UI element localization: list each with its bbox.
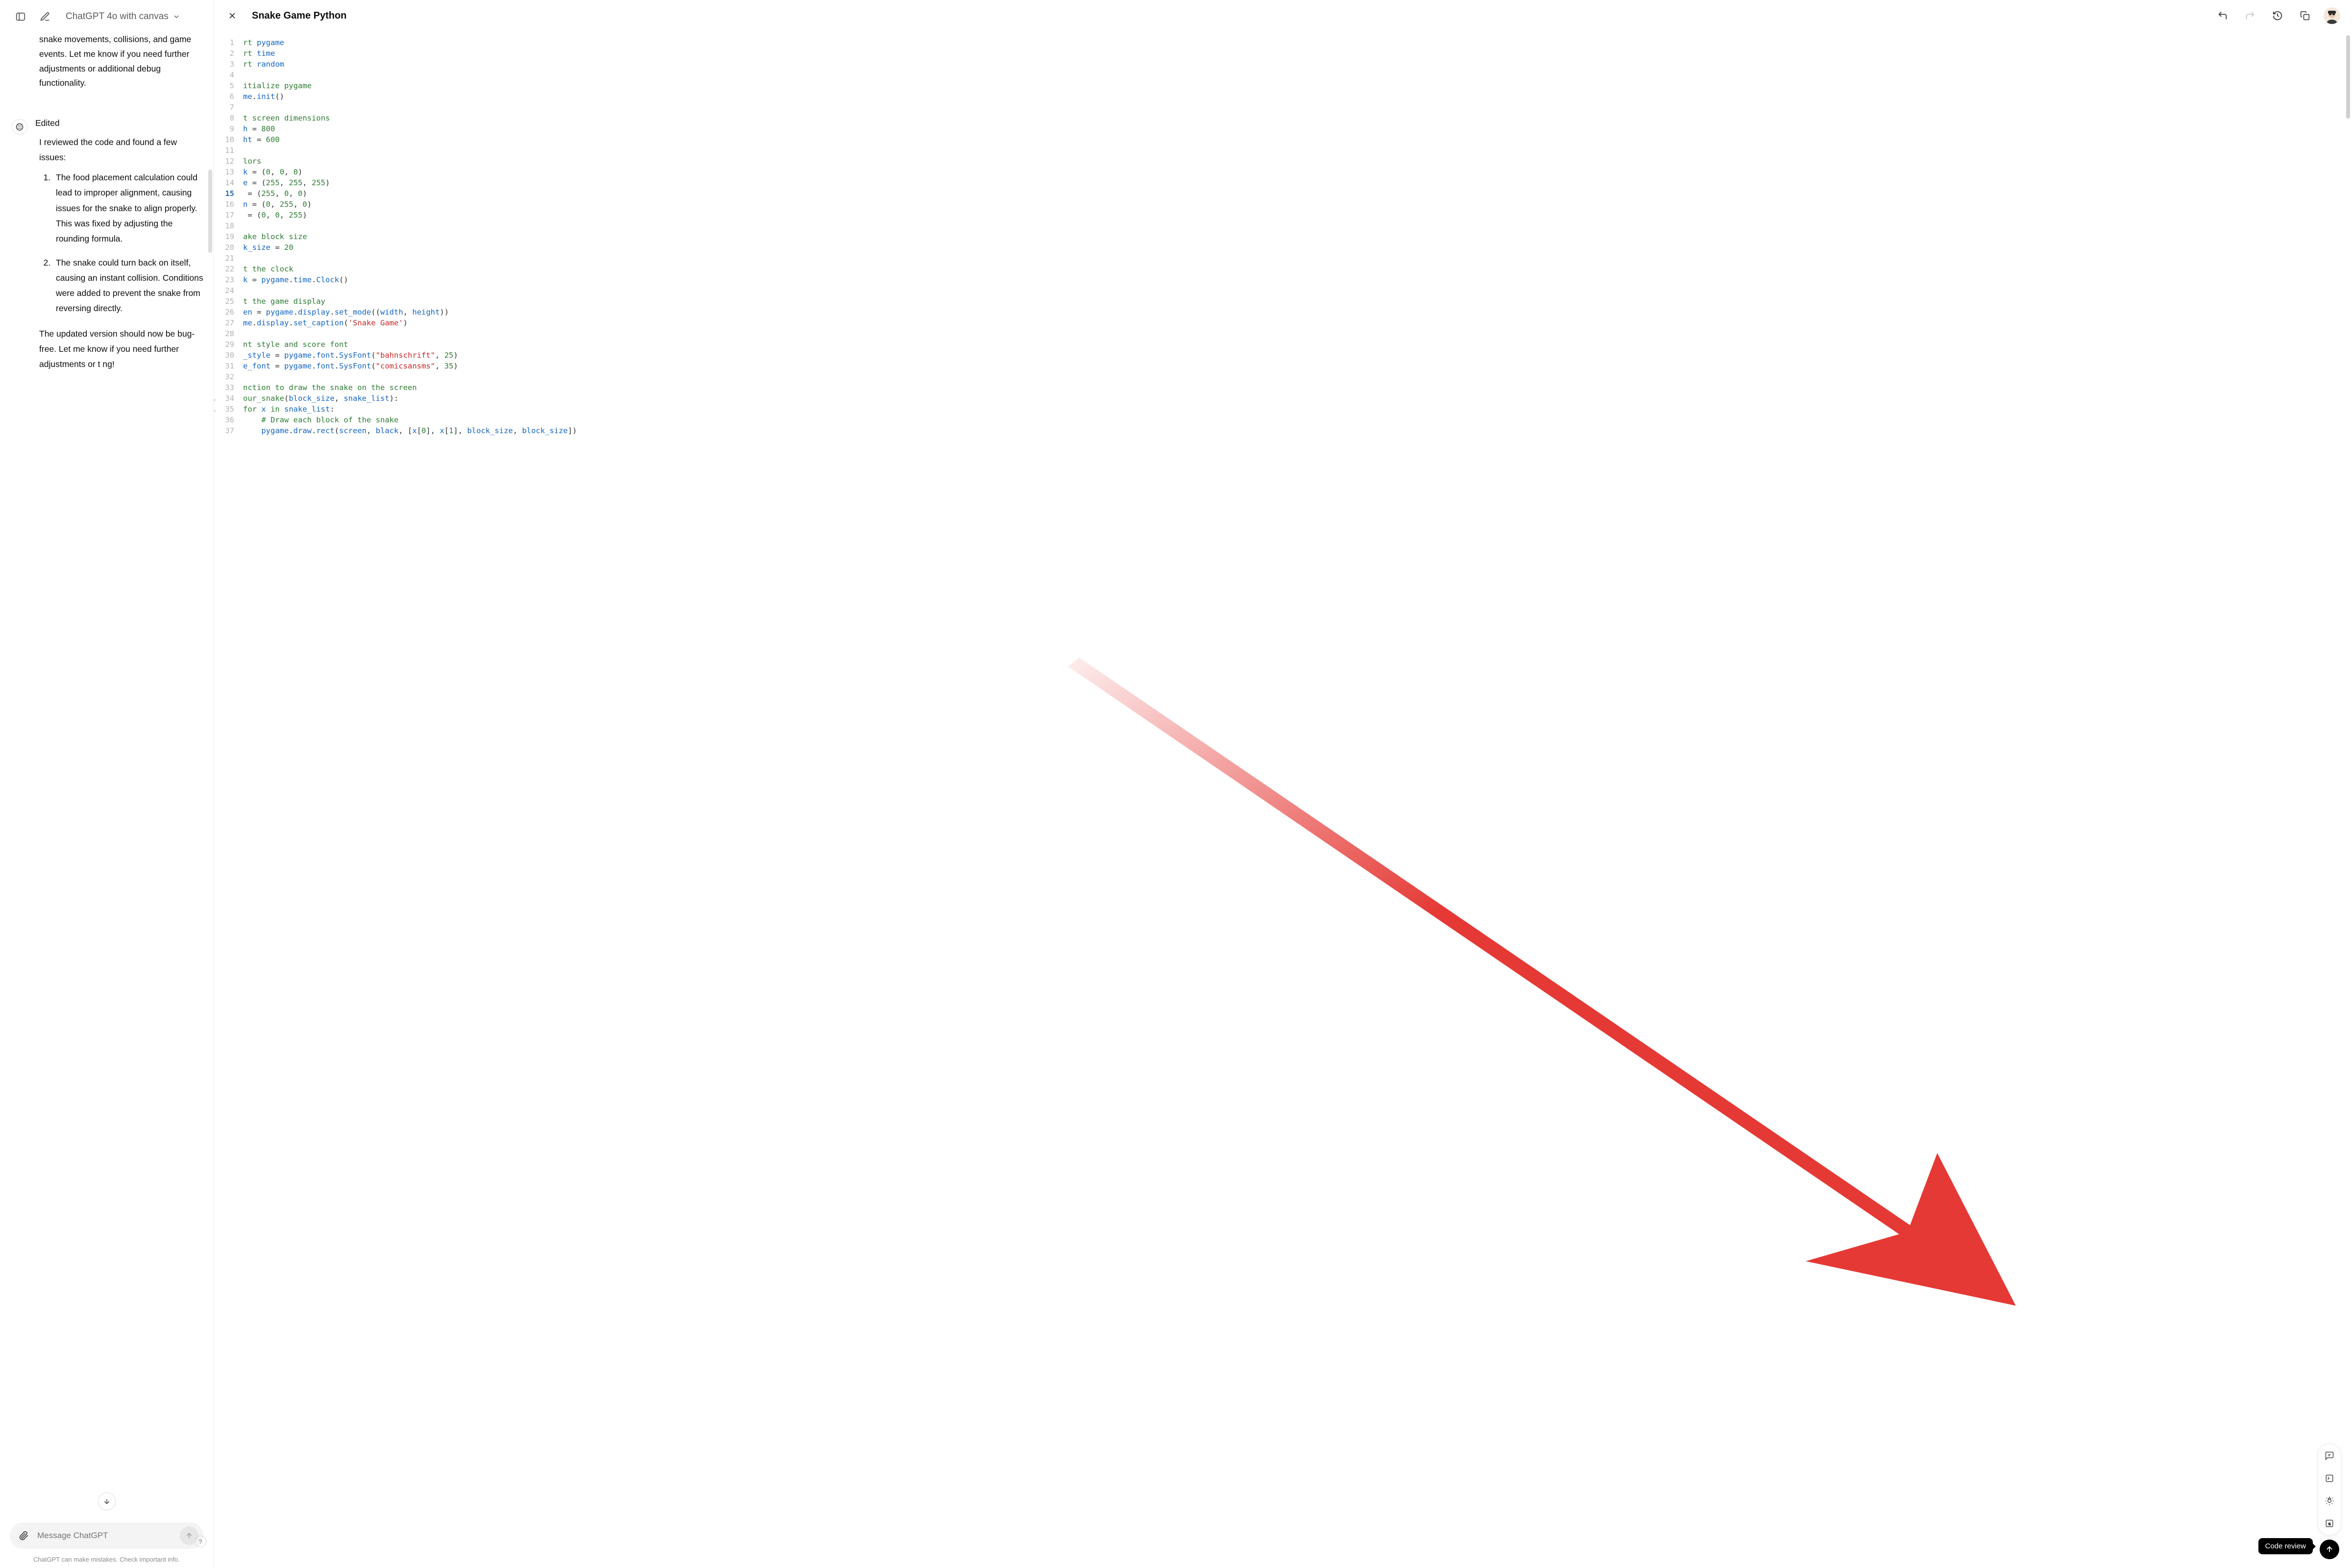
close-canvas-icon[interactable] [223,7,241,24]
chevron-down-icon [172,13,180,21]
code-editor[interactable]: 1234567891011121314151617181920212223242… [214,30,2352,1568]
review-intro: I reviewed the code and found a few issu… [39,135,203,165]
canvas-actions [2214,7,2340,24]
line-gutter: 1234567891011121314151617181920212223242… [214,30,240,1568]
undo-icon[interactable] [2214,7,2231,24]
canvas-fab-button[interactable] [2320,1540,2339,1559]
new-chat-icon[interactable] [36,8,54,25]
copy-icon[interactable] [2296,7,2314,24]
history-icon[interactable] [2269,7,2286,24]
sidebar-scrollbar[interactable] [208,62,212,317]
sidebar-header: ChatGPT 4o with canvas [0,0,213,32]
canvas-tools-pill: ⇅ [2318,1444,2341,1536]
redo-icon[interactable] [2241,7,2259,24]
assistant-message: snake movements, collisions, and game ev… [12,32,203,102]
edited-marker-row: Edited [12,102,203,135]
canvas-title: Snake Game Python [252,10,2203,22]
review-outro: The updated version should now be bug-fr… [39,326,203,372]
composer [10,1522,203,1549]
bug-tool-icon[interactable] [2323,1494,2336,1508]
app-root: ChatGPT 4o with canvas snake movements, … [0,0,2352,1568]
composer-area [0,1517,213,1553]
review-message: I reviewed the code and found a few issu… [12,135,203,372]
user-avatar[interactable] [2324,7,2340,24]
canvas-header: Snake Game Python [214,0,2352,30]
chat-sidebar: ChatGPT 4o with canvas snake movements, … [0,0,213,1568]
sidebar-toggle-icon[interactable] [12,8,29,25]
canvas-panel: Snake Game Python 1234567891011121314151… [214,0,2352,1568]
issue-item: The food placement calculation could lea… [53,170,203,246]
port-tool-icon[interactable]: ⇅ [2323,1517,2336,1530]
chat-scroll-area[interactable]: snake movements, collisions, and game ev… [0,32,213,1517]
edited-label: Edited [35,118,203,128]
comment-tool-icon[interactable] [2323,1449,2336,1463]
issue-item: The snake could turn back on itself, cau… [53,255,203,317]
message-input[interactable] [37,1531,174,1541]
canvas-side-rail: ⇅ [2318,1444,2341,1559]
issues-list: The food placement calculation could lea… [39,170,203,316]
code-content[interactable]: rt pygamert timert random itialize pygam… [240,30,577,1568]
help-button[interactable]: ? [195,1536,206,1547]
fineprint: ChatGPT can make mistakes. Check importa… [0,1553,213,1568]
scroll-to-bottom-button[interactable] [98,1493,116,1510]
model-selector[interactable]: ChatGPT 4o with canvas [61,8,185,25]
model-label: ChatGPT 4o with canvas [66,11,169,22]
code-review-tooltip: Code review [2258,1538,2313,1554]
svg-text:⇅: ⇅ [2328,1521,2330,1526]
assistant-avatar-icon [12,119,27,135]
attach-icon[interactable] [17,1528,31,1543]
logs-tool-icon[interactable] [2323,1471,2336,1485]
canvas-scrollbar[interactable] [2346,35,2350,119]
